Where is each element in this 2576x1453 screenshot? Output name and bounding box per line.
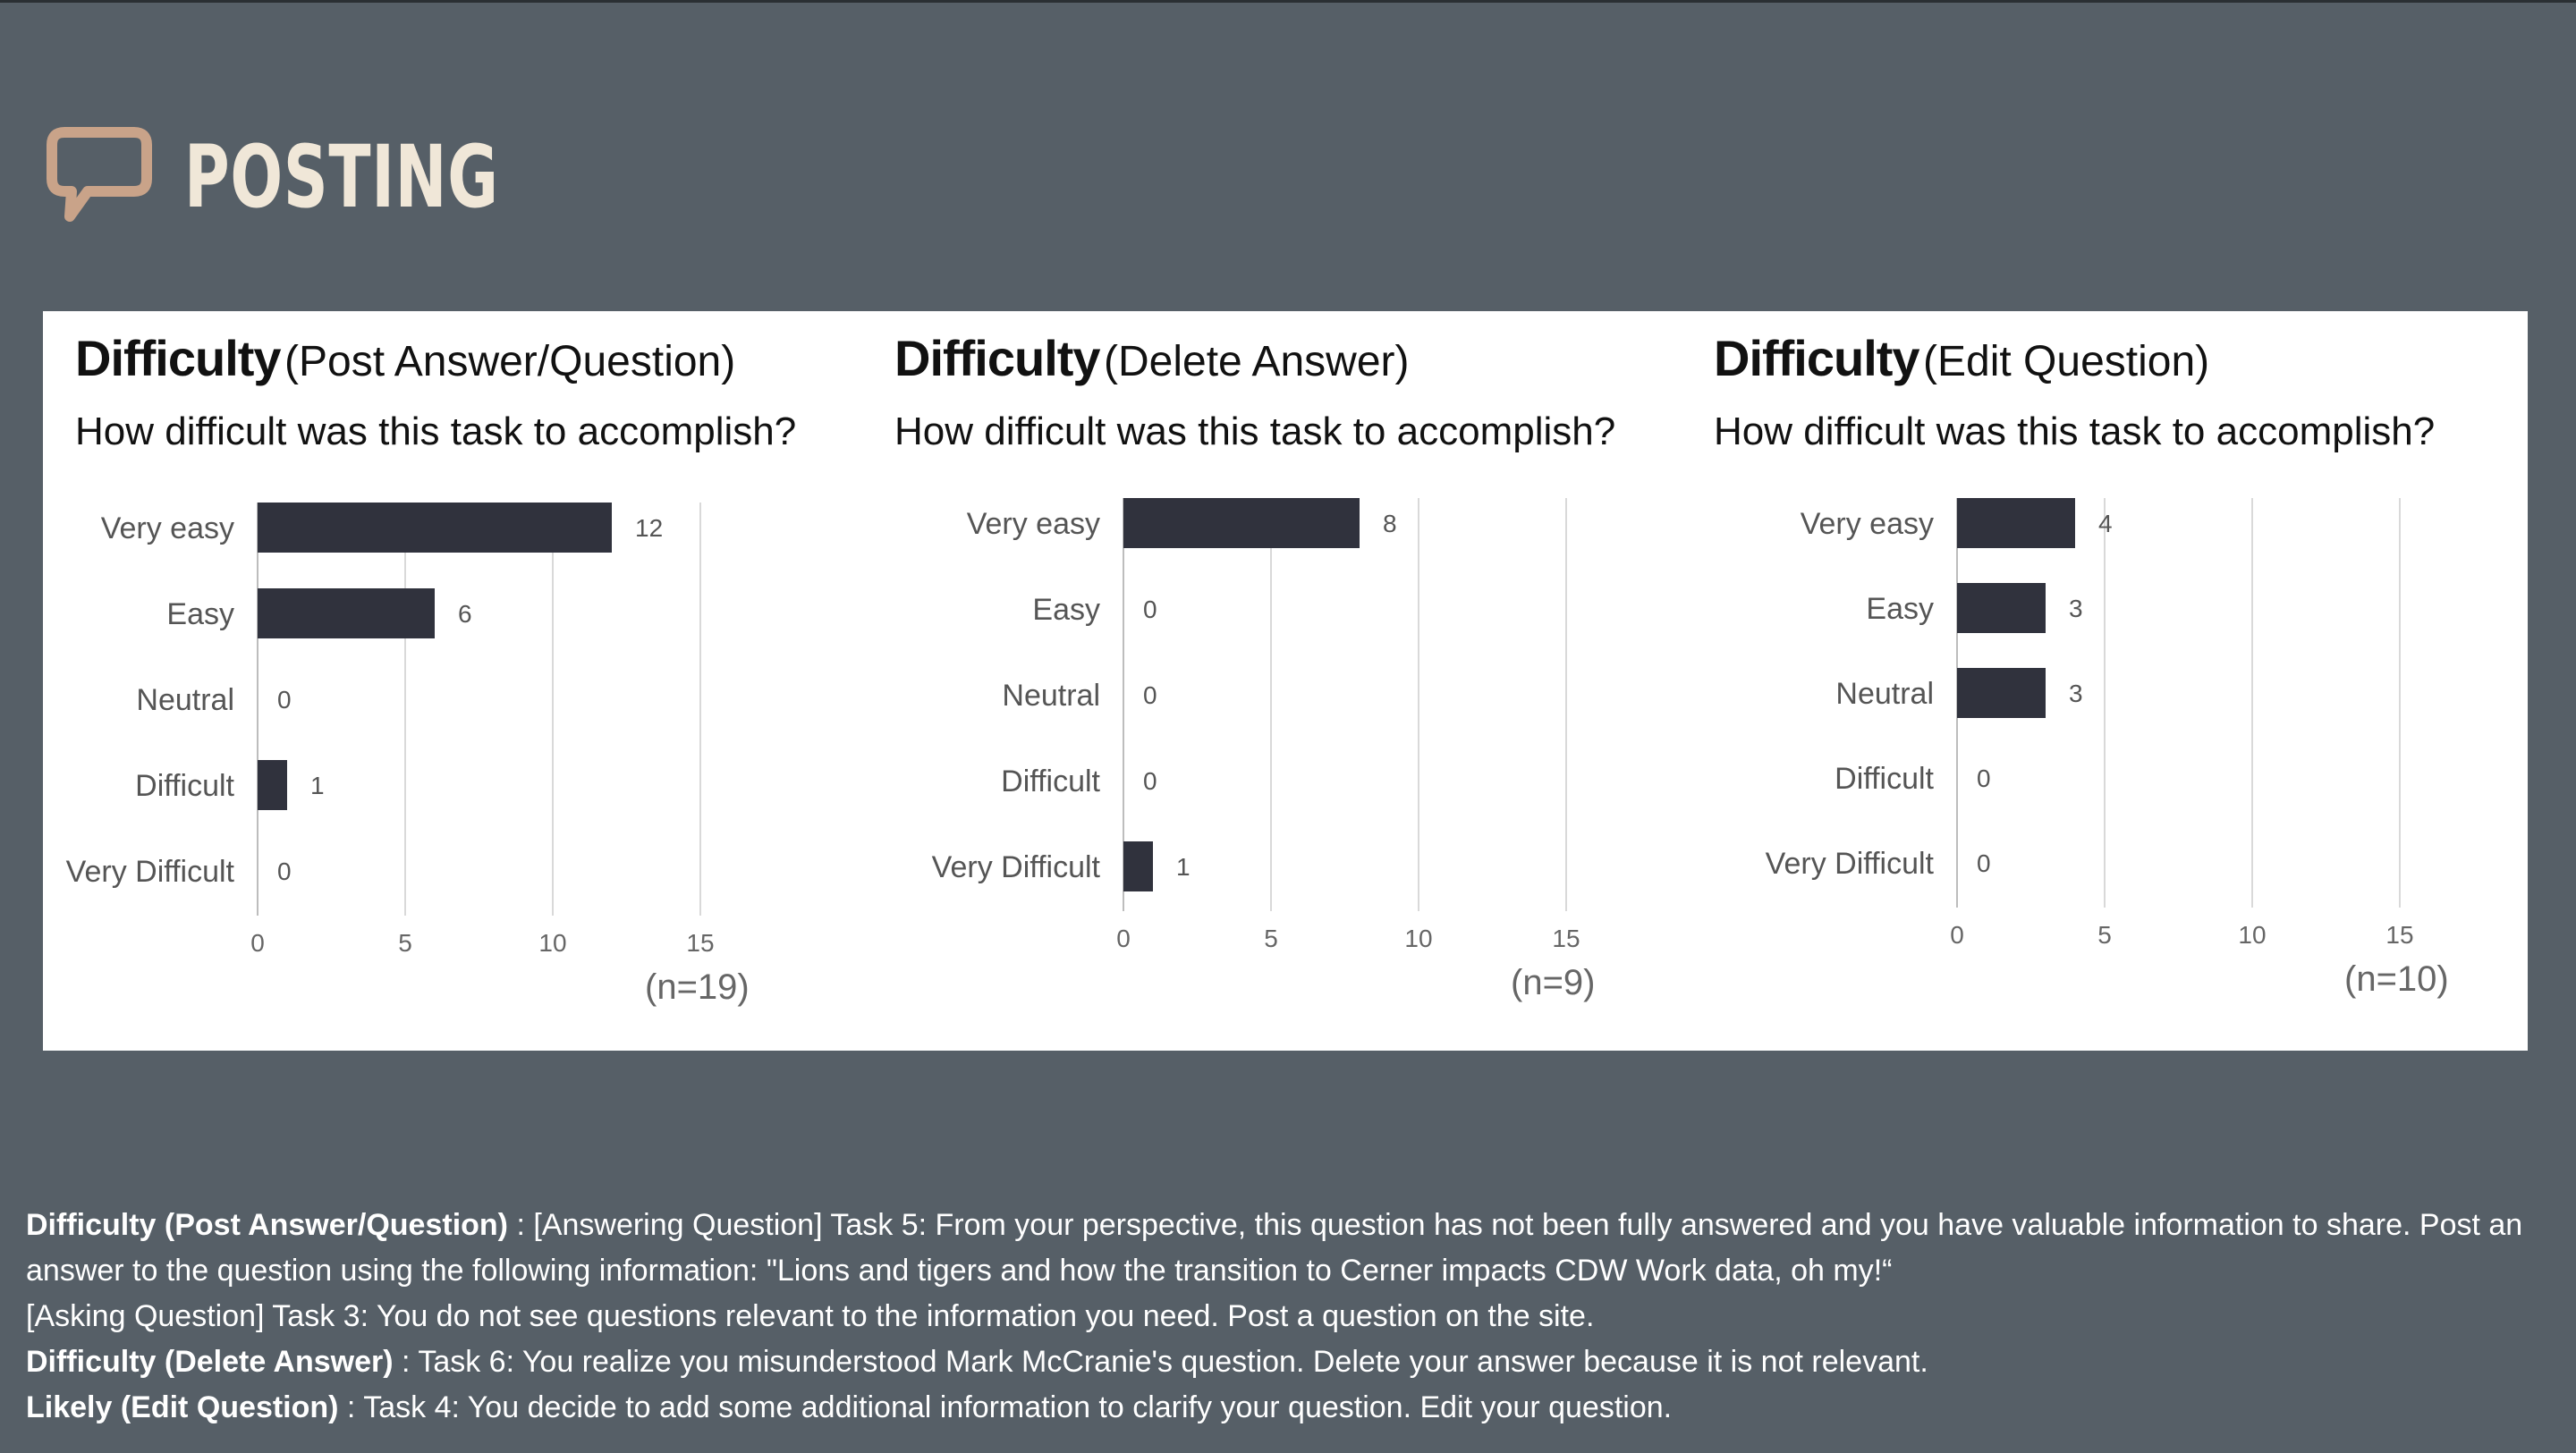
category-label: Easy [1866, 592, 1934, 626]
x-tick-label: 10 [2238, 921, 2266, 949]
note-text: : Task 4: You decide to add some additio… [338, 1390, 1673, 1424]
data-label: 0 [1143, 681, 1157, 709]
note-text: : Task 6: You realize you misunderstood … [393, 1345, 1928, 1379]
chart-subtitle: How difficult was this task to accomplis… [75, 410, 797, 453]
data-label: 3 [2069, 680, 2083, 707]
data-label: 0 [1143, 596, 1157, 623]
chart-title-bold: Difficulty [75, 330, 282, 386]
note-text: [Asking Question] Task 3: You do not see… [26, 1299, 1595, 1333]
note-text: : [Answering Question] Task 5: From your… [26, 1208, 2523, 1288]
charts-panel: Difficulty (Post Answer/Question) How di… [43, 311, 2528, 1051]
chart-subtitle: How difficult was this task to accomplis… [1714, 410, 2436, 453]
bar-plot: Very easy 12 Easy 6 Neutral 0 Difficult 1 Very D… [66, 503, 715, 957]
data-label: 12 [635, 514, 663, 542]
speaker-notes: Difficulty (Post Answer/Question) : [Ans… [26, 1203, 2530, 1431]
note-bold: Difficulty (Post Answer/Question) [26, 1208, 509, 1242]
category-label: Very easy [967, 507, 1100, 541]
category-label: Easy [1032, 593, 1100, 627]
bar [1123, 841, 1153, 891]
note-bold: Difficulty (Delete Answer) [26, 1345, 394, 1379]
data-label: 1 [1176, 853, 1191, 881]
chart-title-rest: (Post Answer/Question) [284, 338, 736, 385]
category-label: Very Difficult [66, 855, 235, 889]
category-label: Difficult [1835, 762, 1934, 796]
sample-size: (n=19) [645, 967, 750, 1007]
category-label: Very easy [101, 511, 234, 545]
data-label: 3 [2069, 595, 2083, 622]
data-label: 0 [1977, 765, 1991, 792]
data-label: 0 [277, 857, 292, 885]
category-label: Difficult [135, 769, 234, 803]
category-label: Easy [166, 597, 234, 631]
chart-delete-answer: Difficulty (Delete Answer) How difficult… [862, 311, 1685, 1051]
data-label: 0 [277, 686, 292, 714]
note-line: Difficulty (Post Answer/Question) : [Ans… [26, 1203, 2530, 1294]
x-tick-label: 10 [1404, 925, 1432, 952]
x-tick-label: 15 [1552, 925, 1580, 952]
note-bold: Likely (Edit Question) [26, 1390, 339, 1424]
x-tick-label: 10 [538, 929, 566, 957]
chart-title-rest: (Delete Answer) [1104, 338, 1410, 385]
chart-title-bold: Difficulty [1714, 330, 1920, 386]
bar [258, 503, 612, 553]
bar [1957, 498, 2075, 548]
x-tick-label: 15 [686, 929, 714, 957]
chart-subtitle: How difficult was this task to accomplis… [894, 410, 1616, 453]
data-label: 1 [310, 772, 325, 799]
sample-size: (n=9) [1511, 963, 1596, 1002]
category-label: Very easy [1801, 507, 1934, 541]
x-tick-label: 5 [2097, 921, 2112, 949]
category-label: Very Difficult [932, 850, 1101, 884]
data-label: 0 [1977, 849, 1991, 877]
note-line: Difficulty (Delete Answer) : Task 6: You… [26, 1339, 2530, 1385]
category-label: Neutral [1835, 677, 1934, 711]
category-label: Neutral [136, 683, 234, 717]
speech-bubble-icon [47, 127, 152, 222]
slide-header: POSTING [47, 123, 621, 231]
x-tick-label: 0 [1116, 925, 1131, 952]
bar [1957, 583, 2046, 633]
chart-edit-question: Difficulty (Edit Question) How difficult… [1682, 311, 2528, 1051]
x-tick-label: 15 [2385, 921, 2413, 949]
data-label: 0 [1143, 767, 1157, 795]
x-tick-label: 0 [250, 929, 265, 957]
category-label: Difficult [1001, 765, 1100, 798]
chart-title: Difficulty (Delete Answer) [894, 329, 1409, 387]
data-label: 6 [458, 600, 472, 628]
chart-post-answer: Difficulty (Post Answer/Question) How di… [43, 311, 866, 1051]
bar [258, 588, 435, 638]
chart-title-rest: (Edit Question) [1923, 338, 2210, 385]
data-label: 8 [1383, 510, 1397, 537]
bar-plot: Very easy 8 Easy 0 Neutral 0 Difficult 0 Very Di… [932, 498, 1580, 952]
bar [1957, 668, 2046, 718]
bar [258, 760, 287, 810]
x-tick-label: 0 [1950, 921, 1964, 949]
slide-title: POSTING [184, 127, 499, 227]
chart-title: Difficulty (Post Answer/Question) [75, 329, 735, 387]
bar-plot: Very easy 4 Easy 3 Neutral 3 Difficult 0 Very Di… [1766, 498, 2414, 949]
category-label: Very Difficult [1766, 847, 1935, 881]
top-border [0, 0, 2576, 3]
category-label: Neutral [1002, 679, 1100, 713]
sample-size: (n=10) [2344, 959, 2449, 999]
bar [1123, 498, 1360, 548]
note-line: Likely (Edit Question) : Task 4: You dec… [26, 1385, 2530, 1431]
x-tick-label: 5 [1264, 925, 1278, 952]
chart-title: Difficulty (Edit Question) [1714, 329, 2209, 387]
data-label: 4 [2098, 510, 2113, 537]
chart-title-bold: Difficulty [894, 330, 1101, 386]
note-line: [Asking Question] Task 3: You do not see… [26, 1294, 2530, 1339]
x-tick-label: 5 [398, 929, 412, 957]
